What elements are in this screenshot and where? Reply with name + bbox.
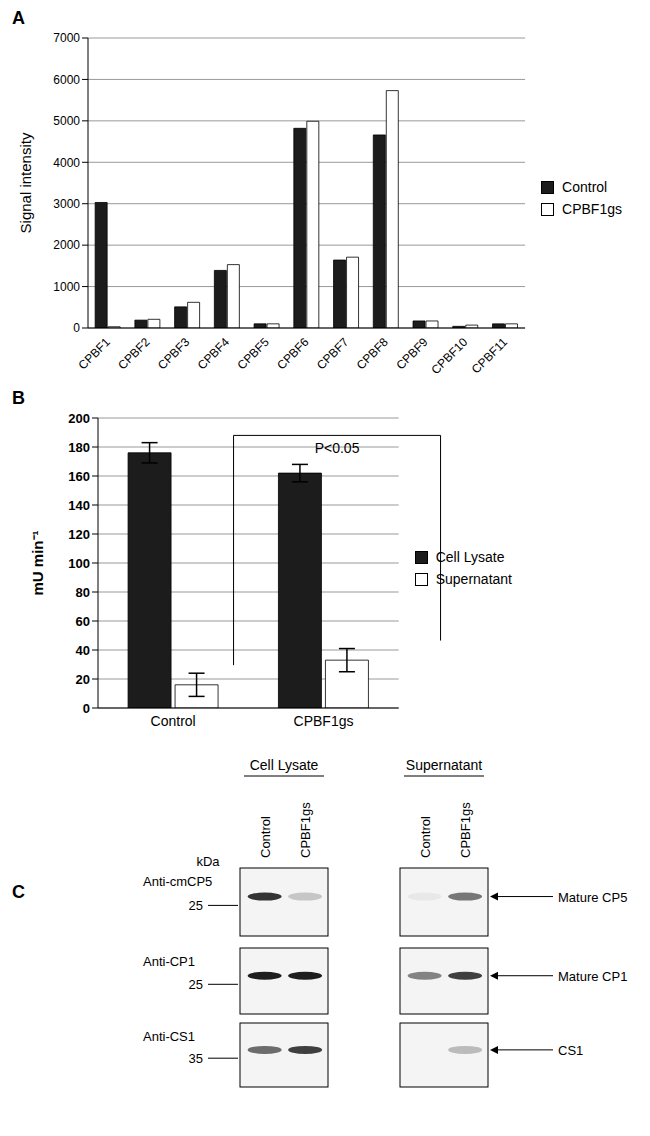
svg-text:CPBF1gs: CPBF1gs: [298, 802, 313, 858]
svg-text:60: 60: [76, 614, 90, 629]
svg-text:3000: 3000: [53, 197, 80, 211]
svg-text:Anti-cmCP5: Anti-cmCP5: [143, 874, 212, 889]
svg-text:P<0.05: P<0.05: [315, 440, 360, 456]
svg-text:35: 35: [189, 1051, 203, 1066]
svg-text:Control: Control: [258, 816, 273, 858]
svg-text:CPBF8: CPBF8: [354, 335, 391, 372]
svg-text:mU min⁻¹: mU min⁻¹: [29, 530, 46, 595]
svg-text:0: 0: [83, 701, 90, 716]
svg-text:20: 20: [76, 672, 90, 687]
svg-text:160: 160: [68, 469, 90, 484]
svg-text:0: 0: [73, 321, 80, 335]
svg-text:120: 120: [68, 527, 90, 542]
svg-text:Control: Control: [418, 816, 433, 858]
svg-text:CPBF1: CPBF1: [76, 335, 113, 372]
svg-text:kDa: kDa: [196, 854, 220, 869]
svg-text:Supernatant: Supernatant: [406, 757, 482, 773]
html-text:CPBF1gs: CPBF1gs: [562, 201, 622, 217]
svg-text:CPBF5: CPBF5: [234, 335, 271, 372]
svg-text:100: 100: [68, 556, 90, 571]
html-text:B: B: [12, 388, 25, 408]
svg-text:Cell Lysate: Cell Lysate: [250, 757, 319, 773]
svg-text:40: 40: [76, 643, 90, 658]
svg-text:Signal intensity: Signal intensity: [17, 132, 34, 233]
svg-text:CPBF3: CPBF3: [155, 335, 192, 372]
svg-text:CS1: CS1: [558, 1043, 583, 1058]
svg-text:180: 180: [68, 440, 90, 455]
svg-text:4000: 4000: [53, 156, 80, 170]
html-text:Control: Control: [562, 179, 608, 195]
svg-text:CPBF1gs: CPBF1gs: [458, 802, 473, 858]
svg-text:CPBF9: CPBF9: [393, 335, 430, 372]
svg-text:140: 140: [68, 498, 90, 513]
svg-text:6000: 6000: [53, 73, 80, 87]
svg-text:CPBF4: CPBF4: [195, 335, 232, 372]
svg-text:25: 25: [189, 977, 203, 992]
svg-text:Mature CP5: Mature CP5: [558, 890, 627, 905]
html-text:A: A: [12, 8, 25, 28]
svg-text:CPBF10: CPBF10: [428, 335, 470, 377]
html-text:Cell Lysate: Cell Lysate: [435, 549, 505, 565]
html-text:Supernatant: Supernatant: [435, 571, 512, 587]
svg-text:5000: 5000: [53, 114, 80, 128]
svg-text:2000: 2000: [53, 238, 80, 252]
svg-text:CPBF7: CPBF7: [314, 335, 351, 372]
svg-text:CPBF11: CPBF11: [469, 335, 511, 377]
svg-text:CPBF2: CPBF2: [115, 335, 152, 372]
svg-text:Anti-CP1: Anti-CP1: [143, 954, 195, 969]
svg-text:C: C: [12, 882, 25, 902]
svg-text:200: 200: [68, 411, 90, 426]
svg-text:1000: 1000: [53, 280, 80, 294]
svg-text:80: 80: [76, 585, 90, 600]
svg-text:Control: Control: [151, 713, 196, 729]
svg-text:CPBF1gs: CPBF1gs: [294, 713, 354, 729]
svg-text:7000: 7000: [53, 31, 80, 45]
svg-text:CPBF6: CPBF6: [274, 335, 311, 372]
svg-text:Mature CP1: Mature CP1: [558, 969, 627, 984]
svg-text:Anti-CS1: Anti-CS1: [143, 1029, 195, 1044]
svg-text:25: 25: [189, 898, 203, 913]
